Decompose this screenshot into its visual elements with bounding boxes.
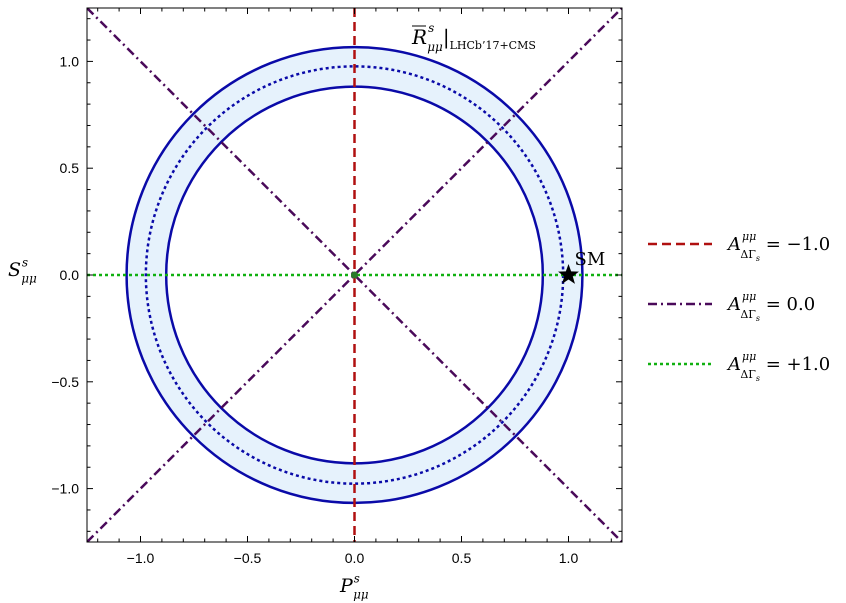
legend-entry-1: Aμμ ΔΓs = 0.0 xyxy=(726,290,815,323)
origin-dot xyxy=(351,271,358,279)
plot-area xyxy=(87,8,622,542)
y-tick-label: −0.5 xyxy=(51,374,79,390)
x-tick-label: −0.5 xyxy=(234,550,262,566)
series-line-1-0 xyxy=(87,8,622,542)
band-label: Rs μμ|LHCb’17+CMS xyxy=(411,21,536,54)
x-axis-label: Ps μμ xyxy=(339,572,369,602)
legend-entry-0: Aμμ ΔΓs = −1.0 xyxy=(726,230,830,263)
axes: −1.0 −0.5 0.0 0.5 1.0 −1.0 −0.5 0.0 0.5 1.0 xyxy=(51,7,623,566)
y-tick-label: 0.0 xyxy=(60,267,80,283)
y-tick-label: 0.5 xyxy=(60,160,80,176)
y-axis-label: Ss μμ xyxy=(8,256,37,286)
legend: Aμμ ΔΓs = −1.0 Aμμ ΔΓs = 0.0 Aμμ ΔΓs = +1.0 xyxy=(648,230,830,383)
y-tick-label: −1.0 xyxy=(51,481,79,497)
legend-entry-2: Aμμ ΔΓs = +1.0 xyxy=(726,350,830,383)
x-tick-label: 0.5 xyxy=(452,550,472,566)
x-tick-label: 1.0 xyxy=(559,550,579,566)
x-tick-label: 0.0 xyxy=(345,550,365,566)
x-tick-label: −1.0 xyxy=(127,550,155,566)
sm-label: SM xyxy=(575,249,606,270)
axis-labels: SM Ps μμ Ss μμ Rs μμ|LHCb’17+CMS xyxy=(8,21,605,602)
y-tick-label: 1.0 xyxy=(60,53,80,69)
series-line-1-1 xyxy=(87,8,622,542)
sm-star-marker xyxy=(558,264,579,284)
